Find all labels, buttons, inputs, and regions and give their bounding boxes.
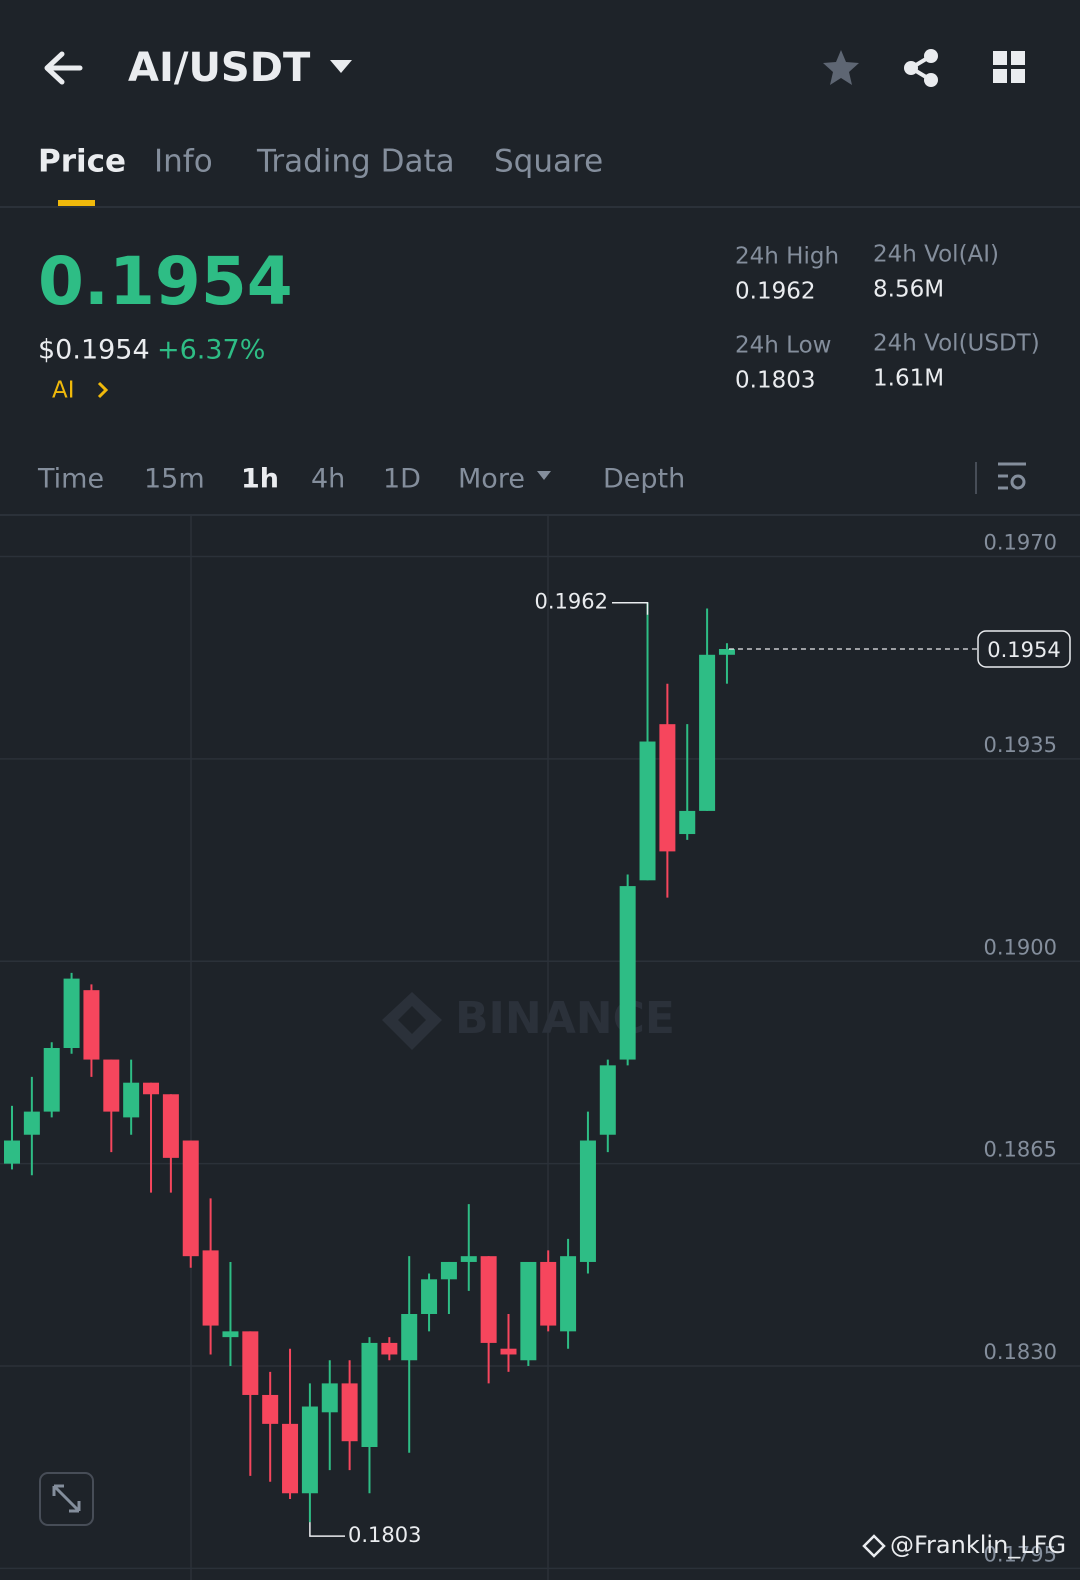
candle-body	[440, 1261, 457, 1280]
candle-body	[23, 1111, 40, 1135]
candle-body	[182, 1140, 199, 1257]
y-tick-label: 0.1970	[984, 530, 1057, 554]
more-dropdown[interactable]	[537, 471, 551, 480]
candle-body	[123, 1082, 140, 1118]
candle-body	[4, 1140, 20, 1164]
last-price: 0.1954	[38, 243, 293, 320]
stat-value: 8.56M	[873, 277, 944, 303]
tab[interactable]: Info	[154, 144, 213, 180]
interval[interactable]: Time	[37, 464, 104, 495]
candle-body	[262, 1394, 279, 1424]
low-marker-label: 0.1803	[348, 1523, 421, 1547]
candle-body	[43, 1048, 60, 1112]
user-watermark: @Franklin_LFG	[890, 1531, 1066, 1559]
stat-value: 0.1803	[735, 368, 815, 394]
tab[interactable]: Trading Data	[256, 144, 455, 180]
interval[interactable]: 15m	[144, 464, 205, 495]
interval[interactable]: More	[458, 464, 525, 495]
candle-body	[460, 1256, 477, 1262]
candle-body	[659, 724, 676, 852]
candle-body	[500, 1348, 517, 1355]
candle-body	[242, 1331, 259, 1395]
y-tick-label: 0.1865	[984, 1138, 1057, 1162]
candle-body	[361, 1342, 378, 1447]
candle-body	[321, 1383, 338, 1413]
y-tick-label: 0.1935	[984, 733, 1057, 757]
candle-body	[639, 741, 656, 881]
candle-body	[679, 810, 696, 835]
candle-body	[341, 1383, 358, 1442]
pair-dropdown[interactable]	[330, 60, 352, 73]
candle-body	[282, 1423, 299, 1494]
user-icon	[862, 1534, 886, 1558]
y-tick-label: 0.1795	[984, 1542, 1057, 1566]
interval[interactable]: 1D	[383, 464, 421, 495]
interval[interactable]: 1h	[241, 464, 279, 495]
candle-body	[619, 886, 636, 1060]
high-marker-line	[612, 601, 649, 615]
stat-label: 24h High	[735, 244, 839, 270]
favorite-button[interactable]	[823, 50, 859, 85]
low-marker-line	[309, 1522, 345, 1537]
candle-body	[718, 649, 735, 655]
y-tick-label: 0.1830	[984, 1340, 1057, 1364]
stat-label: 24h Vol(USDT)	[873, 331, 1040, 357]
candle-body	[560, 1256, 577, 1332]
usd-price: $0.1954	[38, 335, 150, 366]
last-price-tag	[977, 630, 1071, 668]
price-change: +6.37%	[157, 335, 265, 366]
candle-body	[699, 654, 716, 811]
interval[interactable]: 4h	[311, 464, 345, 495]
active-tab-indicator	[58, 200, 95, 206]
asset-link[interactable]: AI	[52, 378, 75, 404]
stat-value: 1.61M	[873, 366, 944, 392]
candle-body	[143, 1082, 160, 1095]
stat-label: 24h Low	[735, 333, 831, 359]
watermark: BINANCE	[455, 993, 675, 1044]
candle-body	[202, 1250, 219, 1326]
y-tick-label: 0.1900	[984, 935, 1057, 959]
candle-body	[401, 1314, 418, 1361]
candle-body	[599, 1065, 616, 1135]
last-price-label: 0.1954	[987, 638, 1060, 662]
candle-body	[520, 1261, 537, 1361]
stat-value: 0.1962	[735, 279, 815, 305]
candle-body	[103, 1059, 120, 1112]
tab[interactable]: Square	[494, 144, 603, 180]
stat-label: 24h Vol(AI)	[873, 242, 999, 268]
candle-body	[480, 1256, 497, 1343]
candle-body	[83, 990, 100, 1060]
layout-button[interactable]	[993, 51, 1025, 83]
candle-body	[63, 978, 80, 1048]
back-button[interactable]	[44, 51, 83, 85]
candle-body	[301, 1406, 318, 1494]
candle-body	[162, 1094, 179, 1158]
watermark-logo	[382, 992, 442, 1050]
chevron	[97, 381, 109, 399]
share-button[interactable]	[904, 49, 938, 87]
candle-body	[421, 1279, 438, 1314]
candle-body	[222, 1331, 239, 1338]
candle-body	[540, 1261, 557, 1326]
interval[interactable]: Depth	[603, 464, 685, 495]
candle-body	[579, 1140, 596, 1262]
high-marker-label: 0.1962	[535, 590, 608, 614]
pair-title[interactable]: AI/USDT	[128, 45, 311, 91]
tab[interactable]: Price	[38, 144, 126, 180]
fullscreen-button[interactable]	[39, 1472, 94, 1526]
candle-body	[381, 1342, 398, 1355]
chart-settings[interactable]	[998, 462, 1026, 490]
